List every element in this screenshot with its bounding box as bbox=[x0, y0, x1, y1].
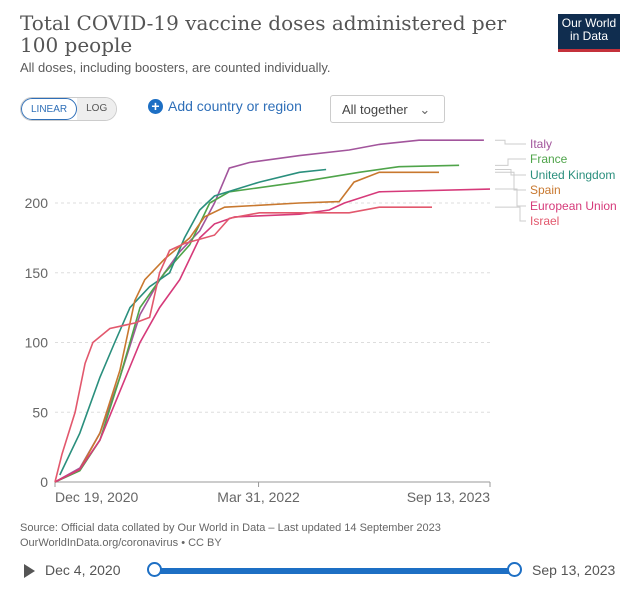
x-tick-label: Mar 31, 2022 bbox=[217, 489, 300, 505]
x-tick-label: Dec 19, 2020 bbox=[55, 489, 138, 505]
chevron-down-icon: ⌄ bbox=[419, 102, 431, 117]
y-tick-label: 200 bbox=[25, 195, 49, 211]
series-line-spain bbox=[54, 171, 439, 483]
chart-title: Total COVID-19 vaccine doses administere… bbox=[20, 11, 507, 57]
y-tick-label: 100 bbox=[25, 335, 49, 351]
legend-label: United Kingdom bbox=[530, 168, 615, 182]
owid-logo[interactable]: Our World in Data bbox=[558, 14, 620, 52]
log-button[interactable]: LOG bbox=[77, 98, 117, 120]
add-country-button[interactable]: + Add country or region bbox=[148, 98, 302, 114]
y-tick-label: 150 bbox=[25, 265, 49, 281]
series-line-israel bbox=[54, 206, 432, 483]
legend-label: Spain bbox=[530, 183, 561, 197]
legend-label: European Union bbox=[530, 199, 617, 213]
timeline-track[interactable] bbox=[156, 568, 514, 574]
series-line-united-kingdom bbox=[59, 168, 327, 476]
add-country-label: Add country or region bbox=[168, 98, 302, 114]
x-tick-label: Sep 13, 2023 bbox=[407, 489, 491, 505]
timeline-end-label: Sep 13, 2023 bbox=[532, 562, 616, 578]
timeline-start-handle[interactable] bbox=[147, 562, 162, 577]
legend-connector bbox=[495, 139, 526, 145]
chart-subtitle: All doses, including boosters, are count… bbox=[20, 60, 331, 75]
play-icon[interactable] bbox=[24, 564, 35, 578]
legend-connector bbox=[495, 171, 526, 191]
y-tick-label: 50 bbox=[32, 404, 48, 420]
legend-label: Italy bbox=[530, 137, 552, 151]
timeline-end-handle[interactable] bbox=[507, 562, 522, 577]
timeline: Dec 4, 2020 Sep 13, 2023 bbox=[20, 560, 630, 584]
y-tick-label: 0 bbox=[40, 474, 48, 490]
legend-connector bbox=[495, 188, 526, 207]
plus-circle-icon: + bbox=[148, 98, 163, 114]
facet-select[interactable]: All together ⌄ bbox=[330, 95, 445, 123]
series-line-italy bbox=[54, 139, 484, 483]
series-line-european-union bbox=[54, 188, 491, 483]
linear-button[interactable]: LINEAR bbox=[21, 98, 78, 120]
legend-connector bbox=[495, 206, 526, 222]
facet-select-value: All together bbox=[342, 102, 408, 117]
scale-toggle[interactable]: LINEAR LOG bbox=[20, 97, 118, 121]
source-note: Source: Official data collated by Our Wo… bbox=[20, 521, 441, 551]
legend-label: France bbox=[530, 152, 568, 166]
source-text: Source: Official data collated by Our Wo… bbox=[20, 522, 441, 534]
timeline-start-label: Dec 4, 2020 bbox=[45, 562, 121, 578]
source-link[interactable]: OurWorldInData.org/coronavirus • CC BY bbox=[20, 537, 222, 549]
legend-label: Israel bbox=[530, 214, 559, 228]
legend-connector bbox=[495, 158, 526, 166]
